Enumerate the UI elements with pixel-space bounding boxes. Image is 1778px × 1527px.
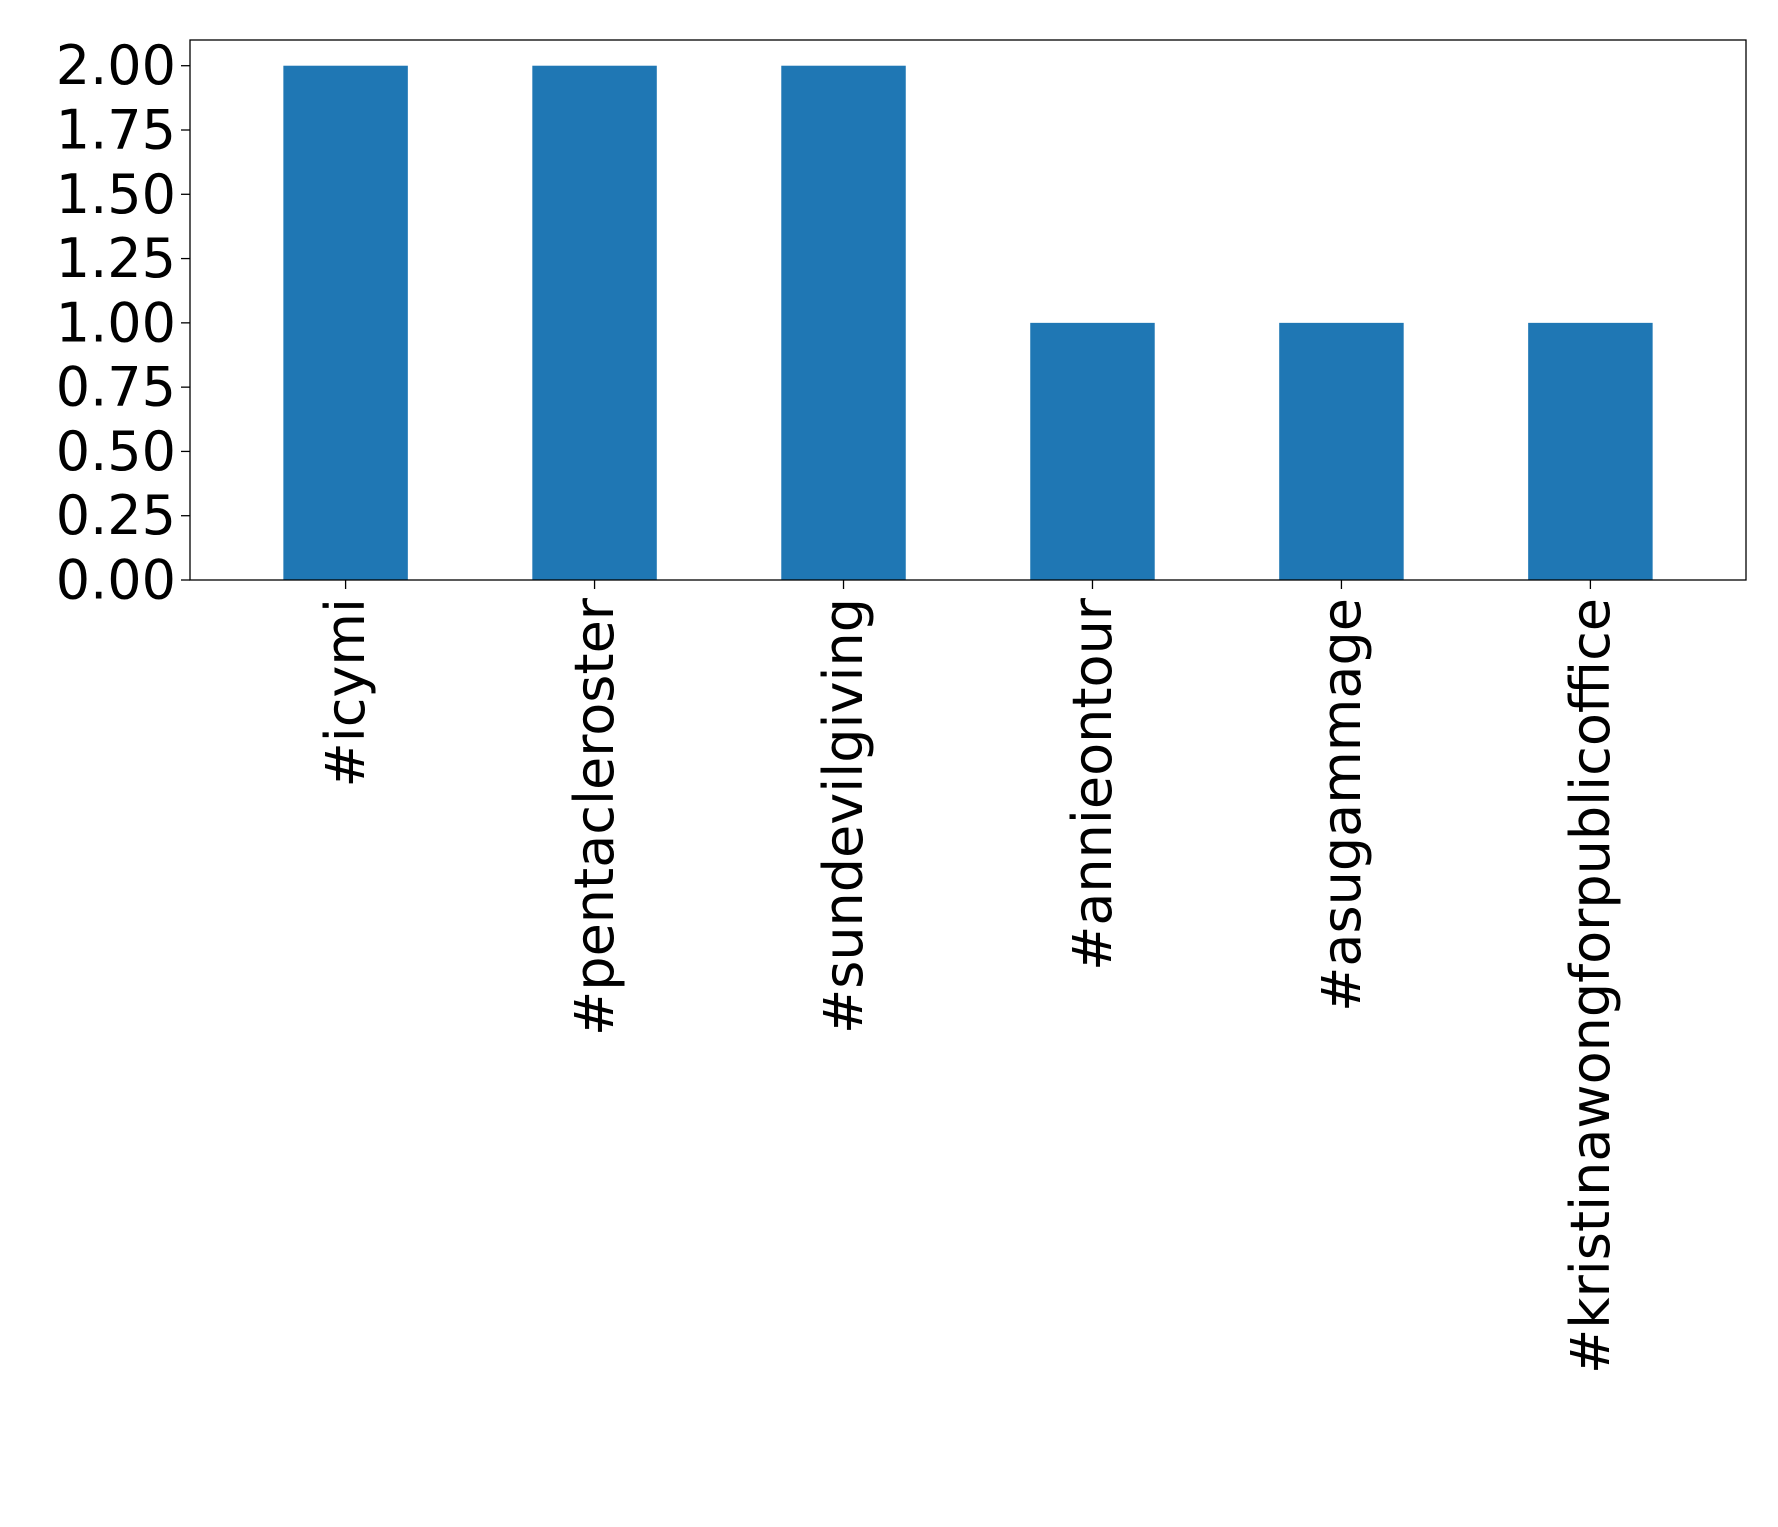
y-tick-label-8: 2.00 — [56, 34, 176, 97]
y-tick-label-0: 0.00 — [56, 549, 176, 612]
y-tick-label-4: 1.00 — [56, 291, 176, 354]
plot-frame — [189, 39, 1747, 581]
bar-3 — [1030, 322, 1155, 580]
y-tick-label-7: 1.75 — [56, 99, 176, 162]
x-tick-label-4: #asugammage — [1310, 598, 1373, 1012]
bar-2 — [781, 65, 906, 580]
x-tick-label-3: #annieontour — [1061, 597, 1124, 971]
x-tick-label-1: #pentacleroster — [563, 597, 626, 1036]
y-tick-label-5: 1.25 — [56, 227, 176, 290]
x-tick-label-5: #kristinawongforpublicoffice — [1559, 598, 1622, 1374]
y-axis: 0.000.250.500.751.001.251.501.752.00 — [56, 34, 190, 612]
bar-4 — [1279, 322, 1404, 580]
bar-0 — [283, 65, 408, 580]
bar-1 — [532, 65, 657, 580]
x-tick-label-0: #icymi — [314, 598, 377, 788]
y-tick-label-6: 1.50 — [56, 163, 176, 226]
y-tick-label-2: 0.50 — [56, 420, 176, 483]
y-tick-label-1: 0.25 — [56, 484, 176, 547]
x-axis: #icymi #pentacleroster #sundevilgiving #ann… — [314, 580, 1622, 1374]
bars-group — [283, 65, 1653, 580]
bar-5 — [1528, 322, 1653, 580]
y-tick-label-3: 0.75 — [56, 356, 176, 419]
x-tick-label-2: #sundevilgiving — [812, 598, 875, 1034]
